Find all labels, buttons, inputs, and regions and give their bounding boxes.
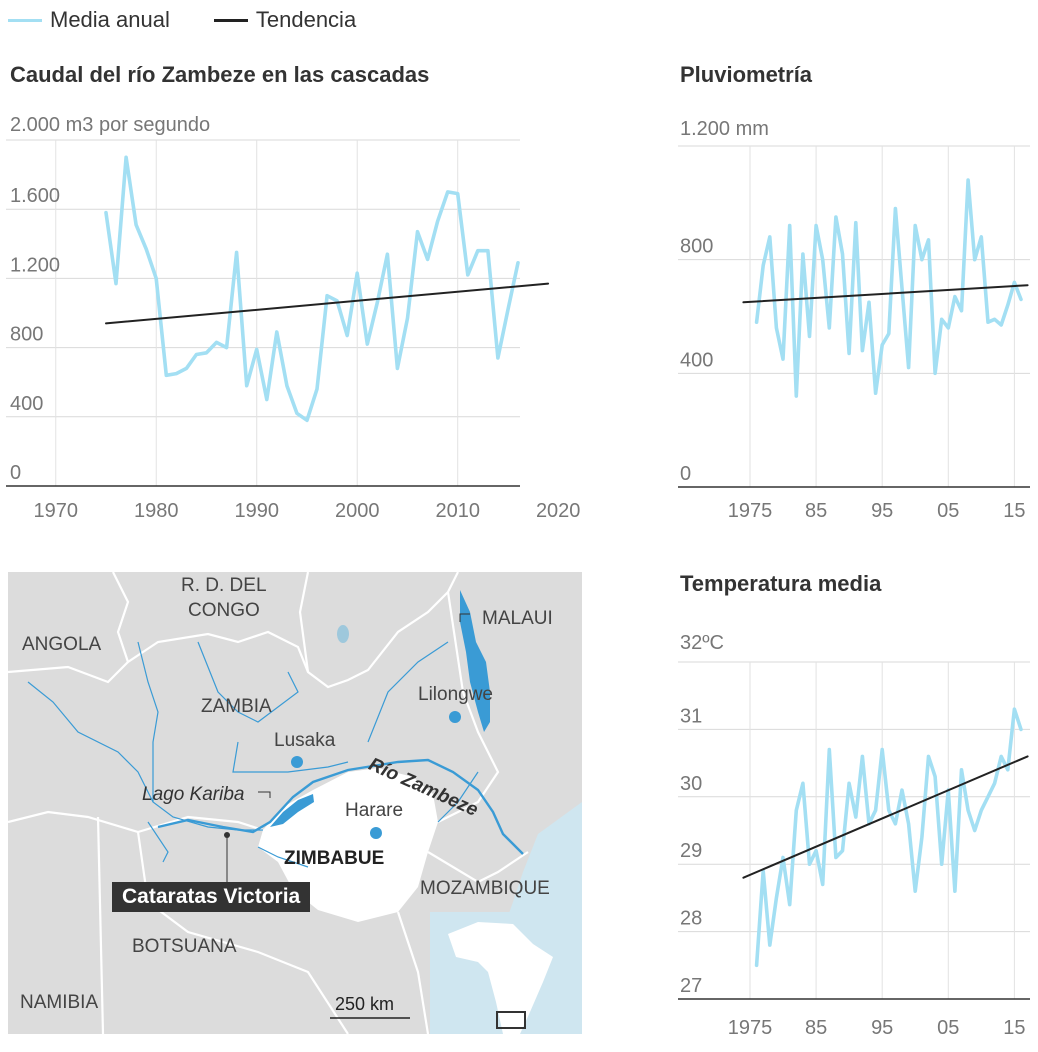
temp-ytick-2: 29 xyxy=(680,840,702,862)
caudal-ytick-0: 0 xyxy=(10,462,21,484)
map-label-zambia: ZAMBIA xyxy=(201,696,272,717)
zambezi-map: R. D. DEL CONGO ANGOLA ZAMBIA MALAUI Lil… xyxy=(8,572,582,1034)
caudal-xtick-0: 1970 xyxy=(34,500,79,522)
temp-ylabel: 32ºC xyxy=(680,632,724,654)
map-city-lilongwe-marker xyxy=(449,711,461,723)
chart-title-pluviometria: Pluviometría xyxy=(680,62,813,87)
map-label-angola: ANGOLA xyxy=(22,634,102,655)
map-label-cataratas: Cataratas Victoria xyxy=(112,882,311,912)
legend-item-media-anual: Media anual xyxy=(8,7,170,33)
temp-xtick-0: 1975 xyxy=(728,1017,773,1039)
temp-series-tendencia xyxy=(742,755,1029,879)
map-label-rdc-2: CONGO xyxy=(188,600,260,621)
temp-xtick-1: 85 xyxy=(805,1017,827,1039)
legend: Media anual Tendencia xyxy=(8,4,400,36)
map-city-lusaka-marker xyxy=(291,756,303,768)
map-lake-kariba xyxy=(270,794,314,827)
caudal-xtick-4: 2010 xyxy=(435,500,480,522)
caudal-xtick-1: 1980 xyxy=(134,500,179,522)
temp-ytick-1: 28 xyxy=(680,908,702,930)
caudal-ytick-2: 800 xyxy=(10,324,43,346)
map-kariba-leader xyxy=(258,791,271,798)
legend-item-tendencia: Tendencia xyxy=(213,7,357,33)
legend-label-media-anual: Media anual xyxy=(50,7,170,32)
temp-series-media-anual xyxy=(754,707,1023,968)
map-label-zimbabue: ZIMBABUE xyxy=(284,848,385,869)
caudal-series-tendencia xyxy=(105,282,550,325)
map-label-lusaka: Lusaka xyxy=(274,730,336,751)
pluvio-xtick-2: 95 xyxy=(871,500,893,522)
pluvio-xtick-3: 05 xyxy=(937,500,959,522)
pluvio-series-tendencia xyxy=(742,284,1029,304)
map-malawi-leader xyxy=(459,613,470,622)
caudal-ytick-3: 1.200 xyxy=(10,254,60,276)
caudal-ylabel: 2.000 m3 por segundo xyxy=(10,114,210,136)
caudal-xtick-3: 2000 xyxy=(335,500,380,522)
caudal-ytick-1: 400 xyxy=(10,393,43,415)
temp-xtick-3: 05 xyxy=(937,1017,959,1039)
legend-label-tendencia: Tendencia xyxy=(255,7,357,32)
map-label-botsuana: BOTSUANA xyxy=(132,936,237,957)
pluvio-ytick-2: 800 xyxy=(680,236,713,258)
pluvio-xtick-4: 15 xyxy=(1003,500,1025,522)
caudal-xtick-2: 1990 xyxy=(234,500,279,522)
chart-title-temperatura: Temperatura media xyxy=(680,571,882,596)
caudal-ytick-4: 1.600 xyxy=(10,185,60,207)
map-label-malaui: MALAUI xyxy=(482,608,553,629)
pluvio-ytick-1: 400 xyxy=(680,349,713,371)
map-inset-africa xyxy=(448,922,553,1034)
temp-ytick-3: 30 xyxy=(680,773,702,795)
map-scale-label: 250 km xyxy=(335,994,395,1014)
temp-ytick-0: 27 xyxy=(680,975,702,997)
map-city-harare-marker xyxy=(370,827,382,839)
temp-xtick-4: 15 xyxy=(1003,1017,1025,1039)
pluvio-xtick-0: 1975 xyxy=(728,500,773,522)
pluvio-ytick-0: 0 xyxy=(680,463,691,485)
map-label-harare: Harare xyxy=(345,800,404,821)
temp-ytick-4: 31 xyxy=(680,705,702,727)
chart-title-caudal: Caudal del río Zambeze en las cascadas xyxy=(10,62,430,87)
temp-xtick-2: 95 xyxy=(871,1017,893,1039)
map-label-namibia: NAMIBIA xyxy=(20,992,99,1013)
legend-swatch-tendencia xyxy=(213,18,248,22)
pluvio-ylabel: 1.200 mm xyxy=(680,118,769,140)
map-lake-north xyxy=(337,625,349,643)
map-label-lilongwe: Lilongwe xyxy=(418,684,493,705)
caudal-xtick-5: 2020 xyxy=(536,500,581,522)
map-label-rdc: R. D. DEL xyxy=(181,575,267,596)
legend-swatch-media-anual xyxy=(8,18,42,22)
map-svg xyxy=(8,572,582,1034)
map-lake-malawi xyxy=(460,590,490,732)
pluvio-xtick-1: 85 xyxy=(805,500,827,522)
map-label-lago-kariba: Lago Kariba xyxy=(142,784,245,805)
map-rivers xyxy=(27,641,479,868)
caudal-series-media-anual xyxy=(104,155,520,423)
map-inset-box xyxy=(496,1011,526,1029)
map-zambezi-river xyxy=(157,758,524,855)
map-label-mozambique: MOZAMBIQUE xyxy=(420,878,550,899)
pluvio-series-media-anual xyxy=(754,178,1023,398)
